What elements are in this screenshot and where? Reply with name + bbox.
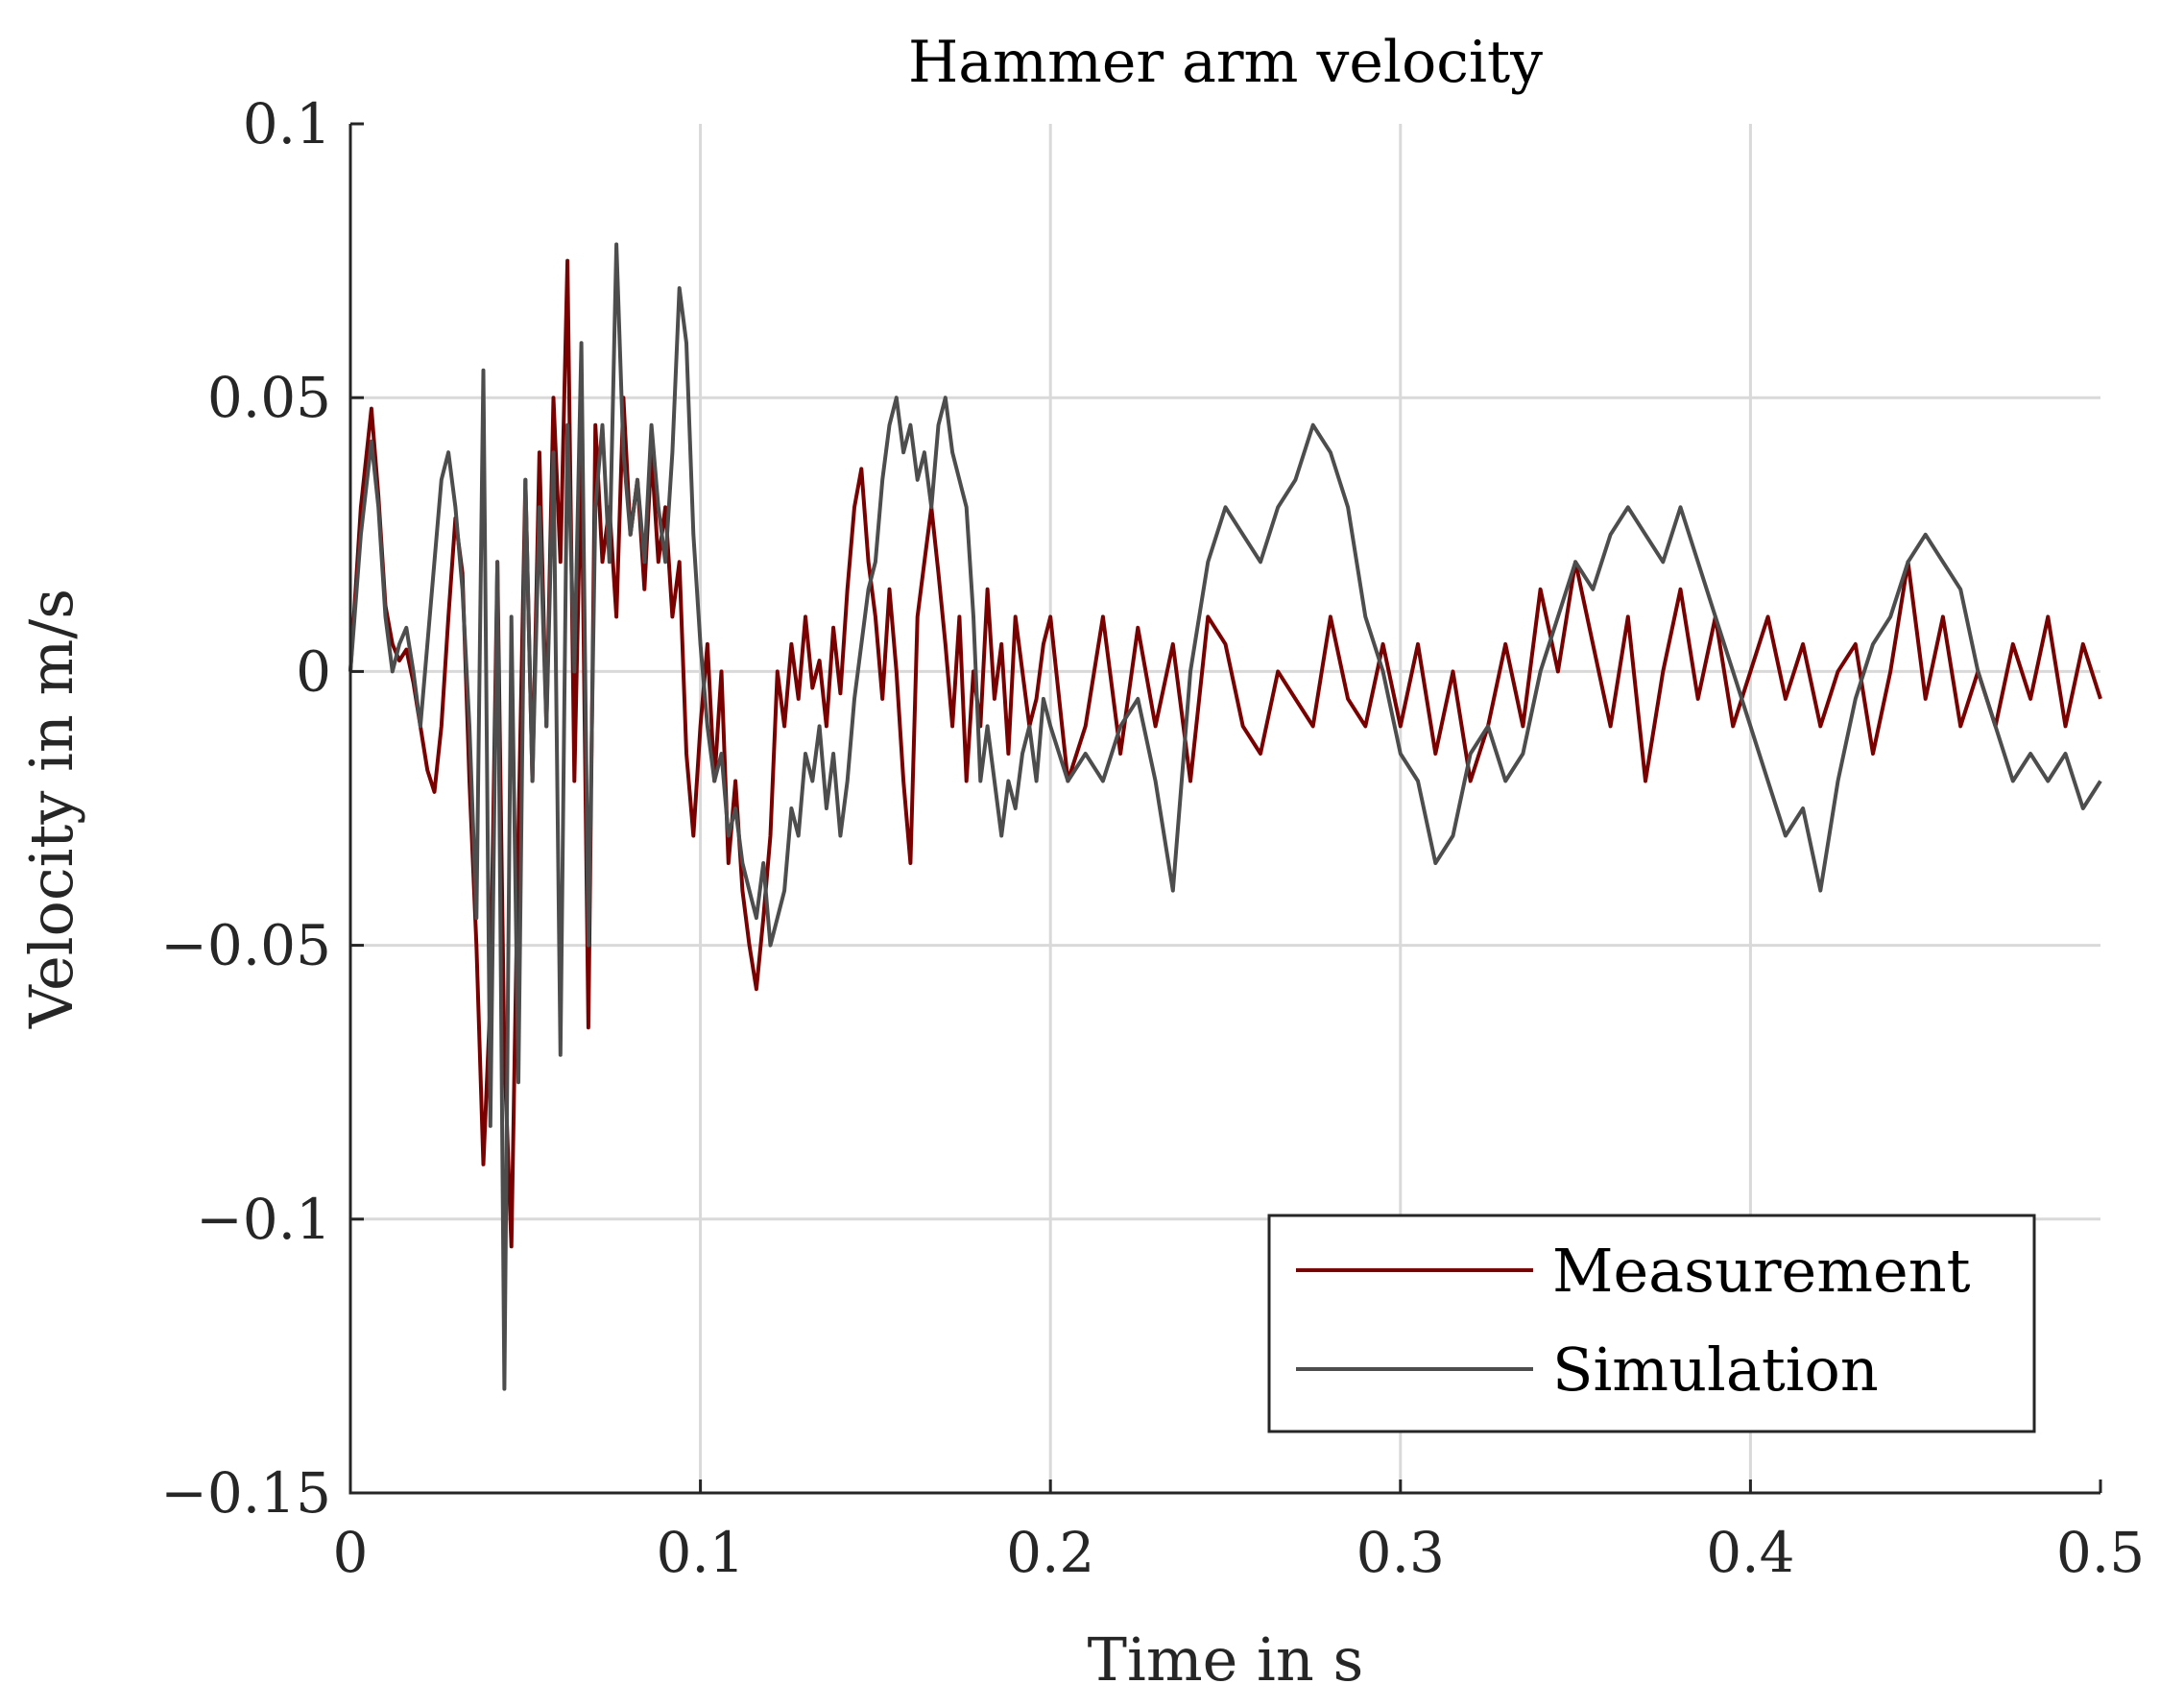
y-tick-label: −0.1: [196, 1187, 331, 1252]
chart-title: Hammer arm velocity: [908, 29, 1543, 96]
y-tick-label: −0.05: [160, 913, 331, 978]
x-tick-label: 0.4: [1706, 1520, 1794, 1585]
legend-label-simulation: Simulation: [1552, 1335, 1879, 1405]
x-tick-label: 0.2: [1006, 1520, 1094, 1585]
y-tick-label: 0.05: [207, 365, 331, 430]
x-tick-label: 0.5: [2056, 1520, 2145, 1585]
legend-label-measurement: Measurement: [1552, 1236, 1971, 1306]
legend: Measurement Simulation: [1267, 1214, 2036, 1433]
series-layer: [348, 242, 2102, 1391]
x-axis-label: Time in s: [1088, 1624, 1364, 1695]
y-axis-label: Velocity in m/s: [16, 589, 86, 1029]
series-line-simulation: [348, 242, 2102, 1391]
y-tick-label: −0.15: [160, 1460, 331, 1526]
grid-layer: [350, 124, 2100, 1493]
x-tick-label: 0.3: [1356, 1520, 1445, 1585]
x-tick-label: 0: [333, 1520, 369, 1585]
y-tick-label: 0.1: [243, 91, 331, 156]
tick-layer: 0 0.1 0.2 0.3 0.4 0.5 −0.15 −0.1 −0.05 0 0.05 0.1: [160, 91, 2145, 1585]
y-tick-label: 0: [296, 638, 331, 704]
legend-box: [1267, 1214, 2036, 1433]
x-tick-label: 0.1: [656, 1520, 744, 1585]
